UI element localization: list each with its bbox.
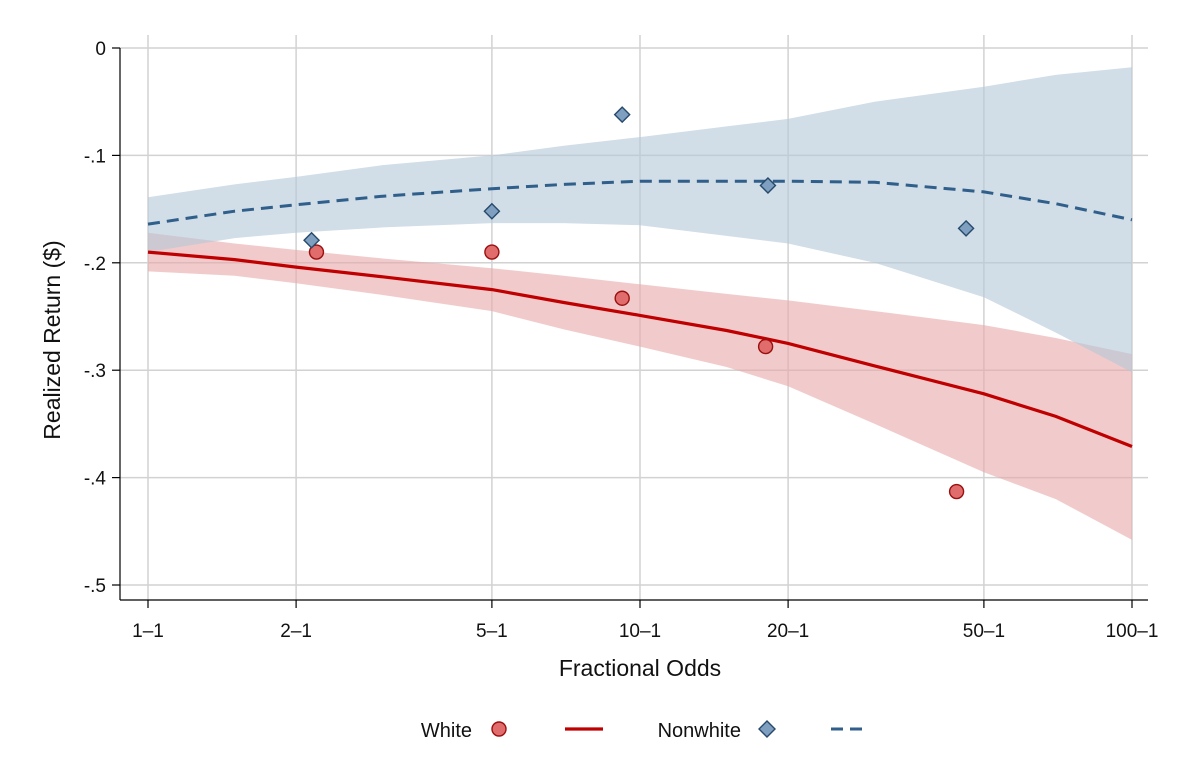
white-confidence-band	[148, 232, 1132, 540]
y-tick-label: -.3	[84, 361, 106, 382]
fit-lines	[147, 179, 1133, 448]
data-points	[303, 106, 975, 500]
y-tick-label: -.5	[84, 576, 106, 597]
legend: White Nonwhite	[421, 720, 869, 742]
legend-marker-white	[491, 721, 507, 737]
legend-marker-nonwhite	[758, 720, 776, 738]
nonwhite-point	[759, 176, 777, 194]
white-point	[308, 244, 325, 260]
legend-label-nonwhite: Nonwhite	[658, 720, 741, 742]
legend-label-white: White	[421, 720, 472, 742]
white-point	[948, 483, 965, 500]
nonwhite-point	[483, 202, 501, 220]
x-axis-title: Fractional Odds	[559, 655, 721, 681]
x-tick-label: 5–1	[476, 621, 508, 642]
nonwhite-fit-line	[147, 179, 1133, 226]
nonwhite-point	[613, 106, 631, 124]
x-tick-label: 10–1	[619, 621, 661, 642]
nonwhite-confidence-band	[148, 67, 1132, 373]
x-tick-label: 1–1	[132, 621, 164, 642]
white-point	[757, 338, 774, 355]
nonwhite-point	[957, 219, 975, 237]
x-tick-label: 50–1	[963, 621, 1005, 642]
white-point	[614, 290, 630, 306]
y-tick-label: -.2	[84, 254, 106, 275]
white-fit-line	[147, 250, 1133, 448]
x-tick-label: 20–1	[767, 621, 809, 642]
nonwhite-point	[303, 231, 321, 249]
white-point	[484, 244, 500, 260]
y-tick-label: 0	[95, 39, 106, 60]
x-tick-label: 2–1	[280, 621, 312, 642]
confidence-bands	[148, 67, 1132, 540]
x-tick-label: 100–1	[1106, 621, 1159, 642]
tick-labels: 1–1 2–1 5–1 10–1 20–1 50–1 100–1 0 -.1 -.2 -.3 -.4 -…	[84, 39, 1159, 642]
y-tick-label: -.4	[84, 469, 107, 490]
axes	[112, 47, 1148, 608]
y-axis-title: Realized Return ($)	[39, 240, 65, 439]
y-tick-label: -.1	[84, 146, 106, 167]
